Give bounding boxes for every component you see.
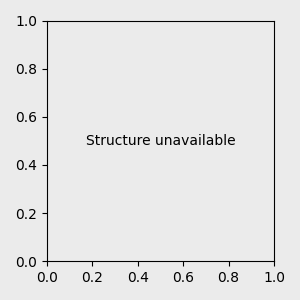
Text: Structure unavailable: Structure unavailable — [85, 134, 235, 148]
